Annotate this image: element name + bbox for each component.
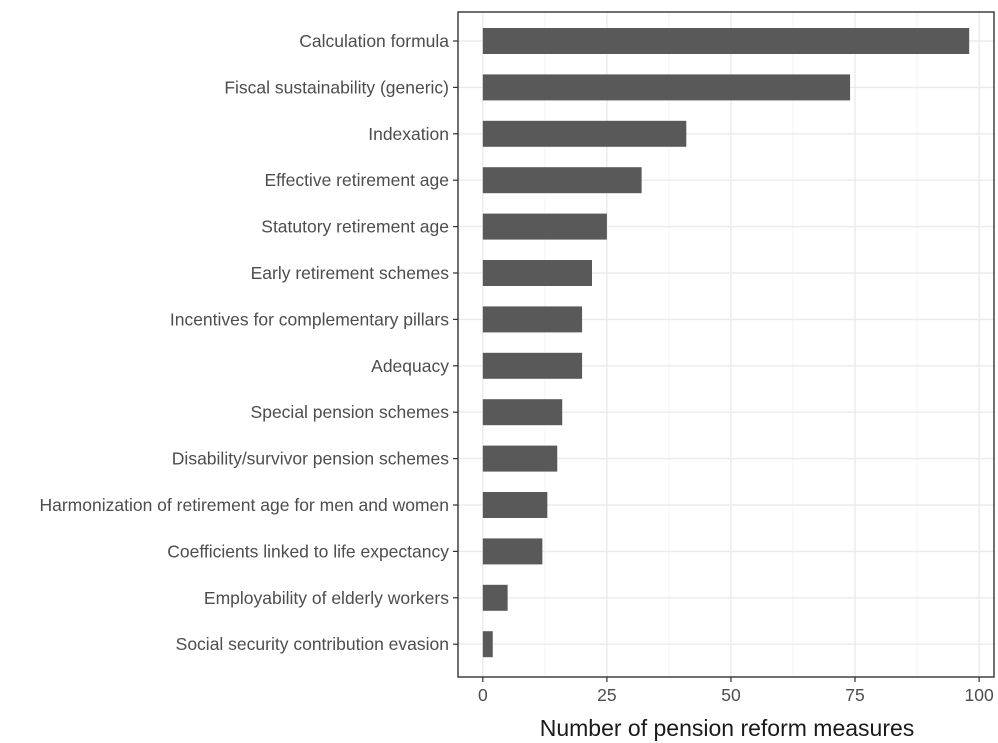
y-tick-label: Effective retirement age [265, 170, 450, 190]
bar [482, 28, 970, 54]
bar [482, 631, 493, 658]
bar [482, 213, 607, 240]
y-tick-label: Calculation formula [299, 31, 449, 51]
x-tick-label: 100 [965, 685, 994, 705]
bar [482, 167, 642, 194]
bar [482, 74, 851, 101]
y-tick-label: Adequacy [371, 356, 449, 376]
y-tick-label: Employability of elderly workers [204, 588, 449, 608]
y-tick-label: Statutory retirement age [261, 217, 449, 237]
panel-border [457, 11, 995, 678]
y-tick-label: Fiscal sustainability (generic) [224, 77, 449, 97]
plot-background [458, 12, 994, 677]
y-tick-label: Early retirement schemes [251, 263, 450, 283]
bar [482, 584, 508, 611]
bar [482, 399, 563, 426]
bar [482, 352, 583, 379]
bar [482, 445, 558, 472]
x-tick-label: 75 [845, 685, 864, 705]
bar [482, 120, 687, 147]
y-tick-label: Harmonization of retirement age for men … [39, 495, 449, 515]
x-tick-label: 50 [721, 685, 741, 705]
bar [482, 260, 592, 286]
y-tick-label: Social security contribution evasion [176, 634, 449, 654]
bar [482, 538, 543, 565]
x-axis-title: Number of pension reform measures [540, 715, 915, 741]
bars [482, 28, 970, 658]
y-axis: Calculation formula Fiscal sustainability… [39, 31, 458, 654]
x-tick-label: 0 [478, 685, 488, 705]
y-tick-label: Disability/survivor pension schemes [172, 449, 449, 469]
bar [482, 306, 583, 333]
y-tick-label: Special pension schemes [251, 402, 450, 422]
bar [482, 492, 548, 518]
x-axis: 0 25 50 75 100 [478, 677, 994, 705]
y-tick-label: Indexation [368, 124, 449, 144]
x-tick-label: 25 [597, 685, 616, 705]
y-tick-label: Incentives for complementary pillars [170, 309, 449, 329]
y-tick-label: Coefficients linked to life expectancy [167, 541, 449, 561]
